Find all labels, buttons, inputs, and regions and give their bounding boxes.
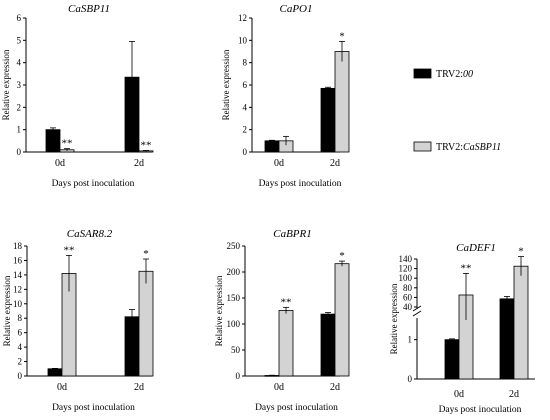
y-tick-label: 6 — [243, 80, 248, 90]
y-tick-label: 18 — [13, 241, 23, 251]
y-tick-label: 100 — [227, 319, 241, 329]
y-tick-label: 60 — [403, 292, 413, 302]
axis-break-mark — [412, 305, 422, 312]
y-tick-label: 2 — [17, 102, 22, 112]
x-tick-label: 2d — [134, 158, 144, 169]
y-axis-label: Relative expression — [221, 49, 231, 120]
x-tick-label: 0d — [454, 389, 464, 400]
y-tick-label: 200 — [227, 267, 241, 277]
significance-mark: * — [518, 246, 524, 258]
significance-mark: * — [339, 250, 345, 262]
chart-title: CaBPR1 — [273, 228, 312, 240]
y-tick-label: 80 — [403, 283, 413, 293]
y-tick-label: 100 — [399, 273, 413, 283]
x-tick-label: 2d — [134, 382, 144, 393]
x-tick-label: 0d — [57, 382, 67, 393]
bar — [499, 298, 515, 380]
legend-entry-name: 00 — [463, 69, 473, 80]
y-tick-label: 12 — [13, 284, 22, 294]
y-tick-label: 6 — [18, 328, 23, 338]
bar — [320, 313, 336, 377]
chart-title: CaSBP11 — [68, 3, 110, 15]
y-axis-label: Relative expression — [2, 275, 12, 346]
x-axis-label: Days post inoculation — [259, 179, 342, 189]
x-tick-label: 0d — [274, 158, 284, 169]
y-tick-label: 14 — [13, 270, 23, 280]
y-tick-label: 0 — [408, 374, 413, 384]
y-tick-label: 4 — [18, 342, 23, 352]
axis-break-mark — [412, 310, 422, 317]
y-tick-label: 2 — [243, 125, 248, 135]
legend-entry-prefix: TRV2: — [436, 142, 463, 153]
y-tick-label: 3 — [17, 80, 22, 90]
y-tick-label: 1 — [408, 335, 413, 345]
significance-mark: ** — [141, 139, 152, 151]
legend-entry-name: CaSBP11 — [463, 142, 501, 153]
x-axis-label: Days post inoculation — [255, 403, 338, 413]
x-tick-label: 2d — [330, 158, 340, 169]
bar — [513, 265, 529, 380]
chart-title: CaPO1 — [280, 3, 313, 15]
x-axis-label: Days post inoculation — [52, 403, 135, 413]
chart-title: CaSAR8.2 — [67, 228, 113, 240]
y-tick-label: 150 — [227, 293, 241, 303]
significance-mark: ** — [64, 244, 75, 256]
legend-swatch — [413, 68, 432, 79]
y-tick-label: 4 — [17, 58, 22, 68]
y-tick-label: 0 — [17, 147, 22, 157]
bar — [45, 129, 61, 153]
significance-mark: * — [143, 248, 149, 260]
bar — [334, 263, 350, 377]
y-tick-label: 6 — [17, 13, 22, 23]
x-tick-label: 2d — [330, 382, 340, 393]
y-tick-label: 4 — [243, 102, 248, 112]
y-tick-label: 50 — [231, 345, 241, 355]
legend-entry-prefix: TRV2: — [436, 69, 463, 80]
y-tick-label: 0 — [18, 371, 23, 381]
y-tick-label: 1 — [17, 125, 22, 135]
bar — [320, 87, 336, 153]
bar — [444, 339, 460, 380]
y-tick-label: 2 — [18, 357, 23, 367]
x-tick-label: 0d — [55, 158, 65, 169]
bar — [124, 316, 140, 377]
bar — [264, 140, 280, 153]
chart-title: CaDEF1 — [456, 242, 496, 254]
y-tick-label: 40 — [403, 302, 413, 312]
legend-swatch — [413, 141, 432, 152]
significance-mark: ** — [281, 296, 292, 308]
y-axis-label: Relative expression — [214, 275, 224, 346]
bar — [334, 51, 350, 153]
x-axis-label: Days post inoculation — [52, 179, 135, 189]
y-tick-label: 0 — [243, 147, 248, 157]
significance-mark: ** — [461, 262, 472, 274]
y-tick-label: 10 — [13, 299, 23, 309]
y-tick-label: 250 — [227, 241, 241, 251]
x-tick-label: 0d — [274, 382, 284, 393]
x-axis-label: Days post inoculation — [439, 405, 522, 415]
y-tick-label: 8 — [18, 313, 23, 323]
y-axis-label: Relative expression — [1, 49, 11, 120]
y-tick-label: 16 — [13, 255, 23, 265]
y-axis-label: Relative expression — [389, 283, 399, 354]
significance-mark: * — [339, 30, 345, 42]
y-tick-label: 140 — [399, 254, 413, 264]
x-tick-label: 2d — [509, 389, 519, 400]
y-tick-label: 12 — [238, 13, 247, 23]
significance-mark: ** — [62, 138, 73, 150]
y-tick-label: 8 — [243, 58, 248, 68]
y-tick-label: 120 — [399, 264, 413, 274]
legend-entry: TRV2:CaSBP11 — [436, 142, 501, 153]
bar — [47, 368, 63, 377]
bar — [138, 270, 154, 377]
legend-entry: TRV2:00 — [436, 69, 473, 80]
bar — [278, 310, 294, 377]
y-tick-label: 0 — [236, 371, 241, 381]
y-tick-label: 5 — [17, 35, 22, 45]
y-tick-label: 10 — [238, 35, 248, 45]
